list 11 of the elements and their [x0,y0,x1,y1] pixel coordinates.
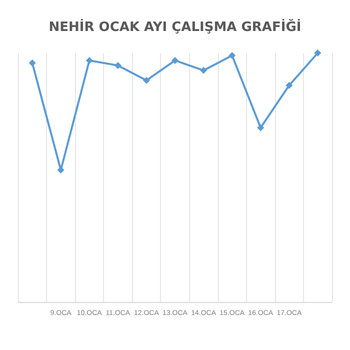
point [257,124,264,132]
point [28,59,36,66]
point [114,62,122,69]
point [314,50,322,56]
point [228,52,236,59]
point [286,82,293,89]
point [200,66,208,74]
point [142,76,150,84]
point [172,56,178,64]
chart-title: NEHİR OCAK AYI ÇALIŞMA GRAFİĞİ [48,18,302,35]
point [86,56,93,64]
